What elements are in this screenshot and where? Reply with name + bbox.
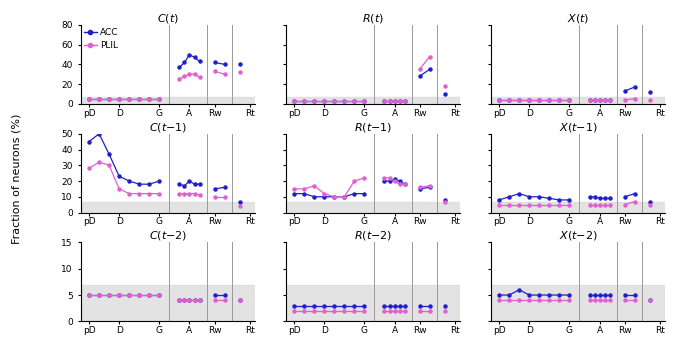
Title: $X(t{-}1)$: $X(t{-}1)$ bbox=[559, 121, 597, 134]
Title: $R(t)$: $R(t)$ bbox=[362, 12, 384, 25]
Bar bbox=[491, 97, 665, 104]
Title: $C(t)$: $C(t)$ bbox=[157, 12, 179, 25]
Bar bbox=[81, 285, 254, 321]
Bar bbox=[81, 201, 254, 212]
Title: $C(t{-}1)$: $C(t{-}1)$ bbox=[148, 121, 187, 134]
Title: $X(t)$: $X(t)$ bbox=[567, 12, 589, 25]
Text: Fraction of neurons (%): Fraction of neurons (%) bbox=[12, 113, 22, 244]
Bar bbox=[81, 97, 254, 104]
Legend: ACC, PLIL: ACC, PLIL bbox=[84, 28, 118, 50]
Bar bbox=[286, 201, 460, 212]
Title: $C(t{-}2)$: $C(t{-}2)$ bbox=[148, 230, 187, 242]
Bar bbox=[491, 285, 665, 321]
Bar bbox=[286, 285, 460, 321]
Bar bbox=[491, 201, 665, 212]
Bar bbox=[286, 97, 460, 104]
Title: $X(t{-}2)$: $X(t{-}2)$ bbox=[559, 230, 597, 242]
Title: $R(t{-}2)$: $R(t{-}2)$ bbox=[354, 230, 392, 242]
Title: $R(t{-}1)$: $R(t{-}1)$ bbox=[354, 121, 392, 134]
